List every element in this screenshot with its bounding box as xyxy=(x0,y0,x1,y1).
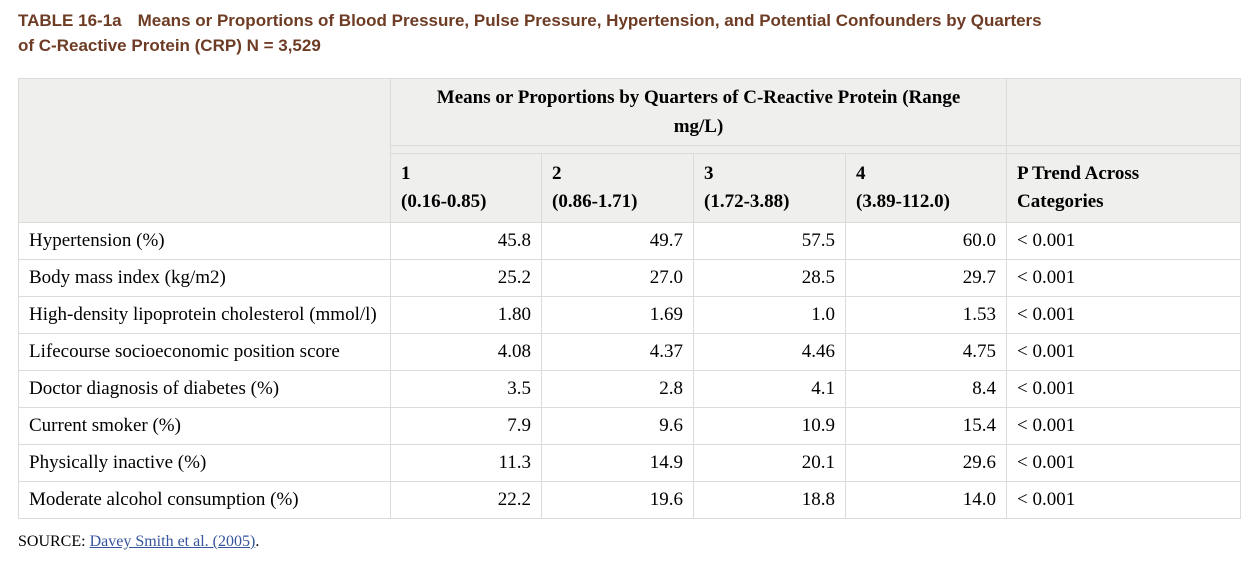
table-row: Lifecourse socioeconomic position score 4… xyxy=(18,333,1242,371)
value-cell: 4.1 xyxy=(693,370,846,408)
table-caption-line1: Means or Proportions of Blood Pressure, … xyxy=(137,11,1042,30)
value-cell: 14.9 xyxy=(541,444,694,482)
source-link[interactable]: Davey Smith et al. (2005) xyxy=(89,533,256,550)
row-label: Lifecourse socioeconomic position score xyxy=(18,333,391,371)
table-header: Means or Proportions by Quarters of C-Re… xyxy=(18,78,1242,223)
value-cell: 1.80 xyxy=(390,296,542,334)
value-cell: 20.1 xyxy=(693,444,846,482)
value-cell: 14.0 xyxy=(844,481,1008,519)
value-cell: 1.0 xyxy=(693,296,846,334)
p-value-cell: < 0.001 xyxy=(1006,407,1242,445)
value-cell: 4.46 xyxy=(693,333,846,371)
col-header-p-trend: P Trend Across Categories xyxy=(1006,153,1242,223)
source-suffix: . xyxy=(255,533,260,550)
p-value-cell: < 0.001 xyxy=(1006,222,1242,260)
value-cell: 28.5 xyxy=(693,259,846,297)
p-value-cell: < 0.001 xyxy=(1006,444,1242,482)
value-cell: 2.8 xyxy=(541,370,694,408)
value-cell: 7.9 xyxy=(390,407,542,445)
value-cell: 4.37 xyxy=(541,333,694,371)
row-label: Current smoker (%) xyxy=(18,407,391,445)
table-row: Moderate alcohol consumption (%) 22.2 19.6… xyxy=(18,481,1242,519)
span-header-line2: mg/L) xyxy=(673,116,724,137)
value-cell: 29.6 xyxy=(844,444,1008,482)
row-label: Body mass index (kg/m2) xyxy=(18,259,391,297)
value-cell: 15.4 xyxy=(844,407,1008,445)
value-cell: 3.5 xyxy=(390,370,542,408)
source-separator: : xyxy=(81,533,90,550)
value-cell: 29.7 xyxy=(844,259,1008,297)
table-row: High-density lipoprotein cholesterol (mm… xyxy=(18,296,1242,334)
table-row: Doctor diagnosis of diabetes (%) 3.5 2.8 4.… xyxy=(18,370,1242,408)
col-header-quarter-2: 2 (0.86-1.71) xyxy=(541,153,694,223)
p-header-empty-cell xyxy=(1006,78,1242,146)
table-row: Hypertension (%) 45.8 49.7 57.5 60.0 < 0.001 xyxy=(18,222,1242,260)
value-cell: 18.8 xyxy=(693,481,846,519)
value-cell: 4.75 xyxy=(844,333,1008,371)
p-value-cell: < 0.001 xyxy=(1006,370,1242,408)
crp-table: Means or Proportions by Quarters of C-Re… xyxy=(18,78,1242,519)
source-line: SOURCE: Davey Smith et al. (2005). xyxy=(18,533,1240,551)
value-cell: 8.4 xyxy=(844,370,1008,408)
table-body: Hypertension (%) 45.8 49.7 57.5 60.0 < 0.001 B… xyxy=(18,222,1242,519)
value-cell: 1.53 xyxy=(844,296,1008,334)
table-caption-line2: of C-Reactive Protein (CRP) N = 3,529 xyxy=(18,36,321,55)
value-cell: 19.6 xyxy=(541,481,694,519)
column-header-row: 1 (0.16-0.85) 2 (0.86-1.71) 3 (1.72-3.88… xyxy=(19,153,1242,223)
value-cell: 11.3 xyxy=(390,444,542,482)
value-cell: 60.0 xyxy=(844,222,1008,260)
value-cell: 49.7 xyxy=(541,222,694,260)
row-label: Hypertension (%) xyxy=(18,222,391,260)
p-value-cell: < 0.001 xyxy=(1006,333,1242,371)
col-header-quarter-4: 4 (3.89-112.0) xyxy=(844,153,1008,223)
value-cell: 57.5 xyxy=(693,222,846,260)
p-value-cell: < 0.001 xyxy=(1006,259,1242,297)
value-cell: 9.6 xyxy=(541,407,694,445)
table-number: TABLE 16-1a xyxy=(18,11,122,30)
value-cell: 4.08 xyxy=(390,333,542,371)
p-value-cell: < 0.001 xyxy=(1006,296,1242,334)
value-cell: 25.2 xyxy=(390,259,542,297)
row-label: High-density lipoprotein cholesterol (mm… xyxy=(18,296,391,334)
col-header-quarter-3: 3 (1.72-3.88) xyxy=(693,153,846,223)
value-cell: 45.8 xyxy=(390,222,542,260)
header-spacer-cell xyxy=(389,145,1008,154)
span-header-line1: Means or Proportions by Quarters of C-Re… xyxy=(436,87,961,108)
row-label: Physically inactive (%) xyxy=(18,444,391,482)
value-cell: 22.2 xyxy=(390,481,542,519)
col-header-quarter-1: 1 (0.16-0.85) xyxy=(390,153,542,223)
p-value-cell: < 0.001 xyxy=(1006,481,1242,519)
table-row: Physically inactive (%) 11.3 14.9 20.1 29.6 <… xyxy=(18,444,1242,482)
source-label: SOURCE xyxy=(18,533,82,550)
table-title: TABLE 16-1a Means or Proportions of Blood… xyxy=(18,8,1240,58)
row-label: Moderate alcohol consumption (%) xyxy=(18,481,391,519)
table-row: Body mass index (kg/m2) 25.2 27.0 28.5 29.7 <… xyxy=(18,259,1242,297)
value-cell: 1.69 xyxy=(541,296,694,334)
span-header-row: Means or Proportions by Quarters of C-Re… xyxy=(18,78,1242,223)
row-label: Doctor diagnosis of diabetes (%) xyxy=(18,370,391,408)
span-header-cell: Means or Proportions by Quarters of C-Re… xyxy=(389,78,1008,146)
value-cell: 10.9 xyxy=(693,407,846,445)
table-row: Current smoker (%) 7.9 9.6 10.9 15.4 < 0.001 xyxy=(18,407,1242,445)
value-cell: 27.0 xyxy=(541,259,694,297)
header-spacer-cell-p xyxy=(1006,145,1242,154)
stub-header-cell xyxy=(18,78,391,223)
